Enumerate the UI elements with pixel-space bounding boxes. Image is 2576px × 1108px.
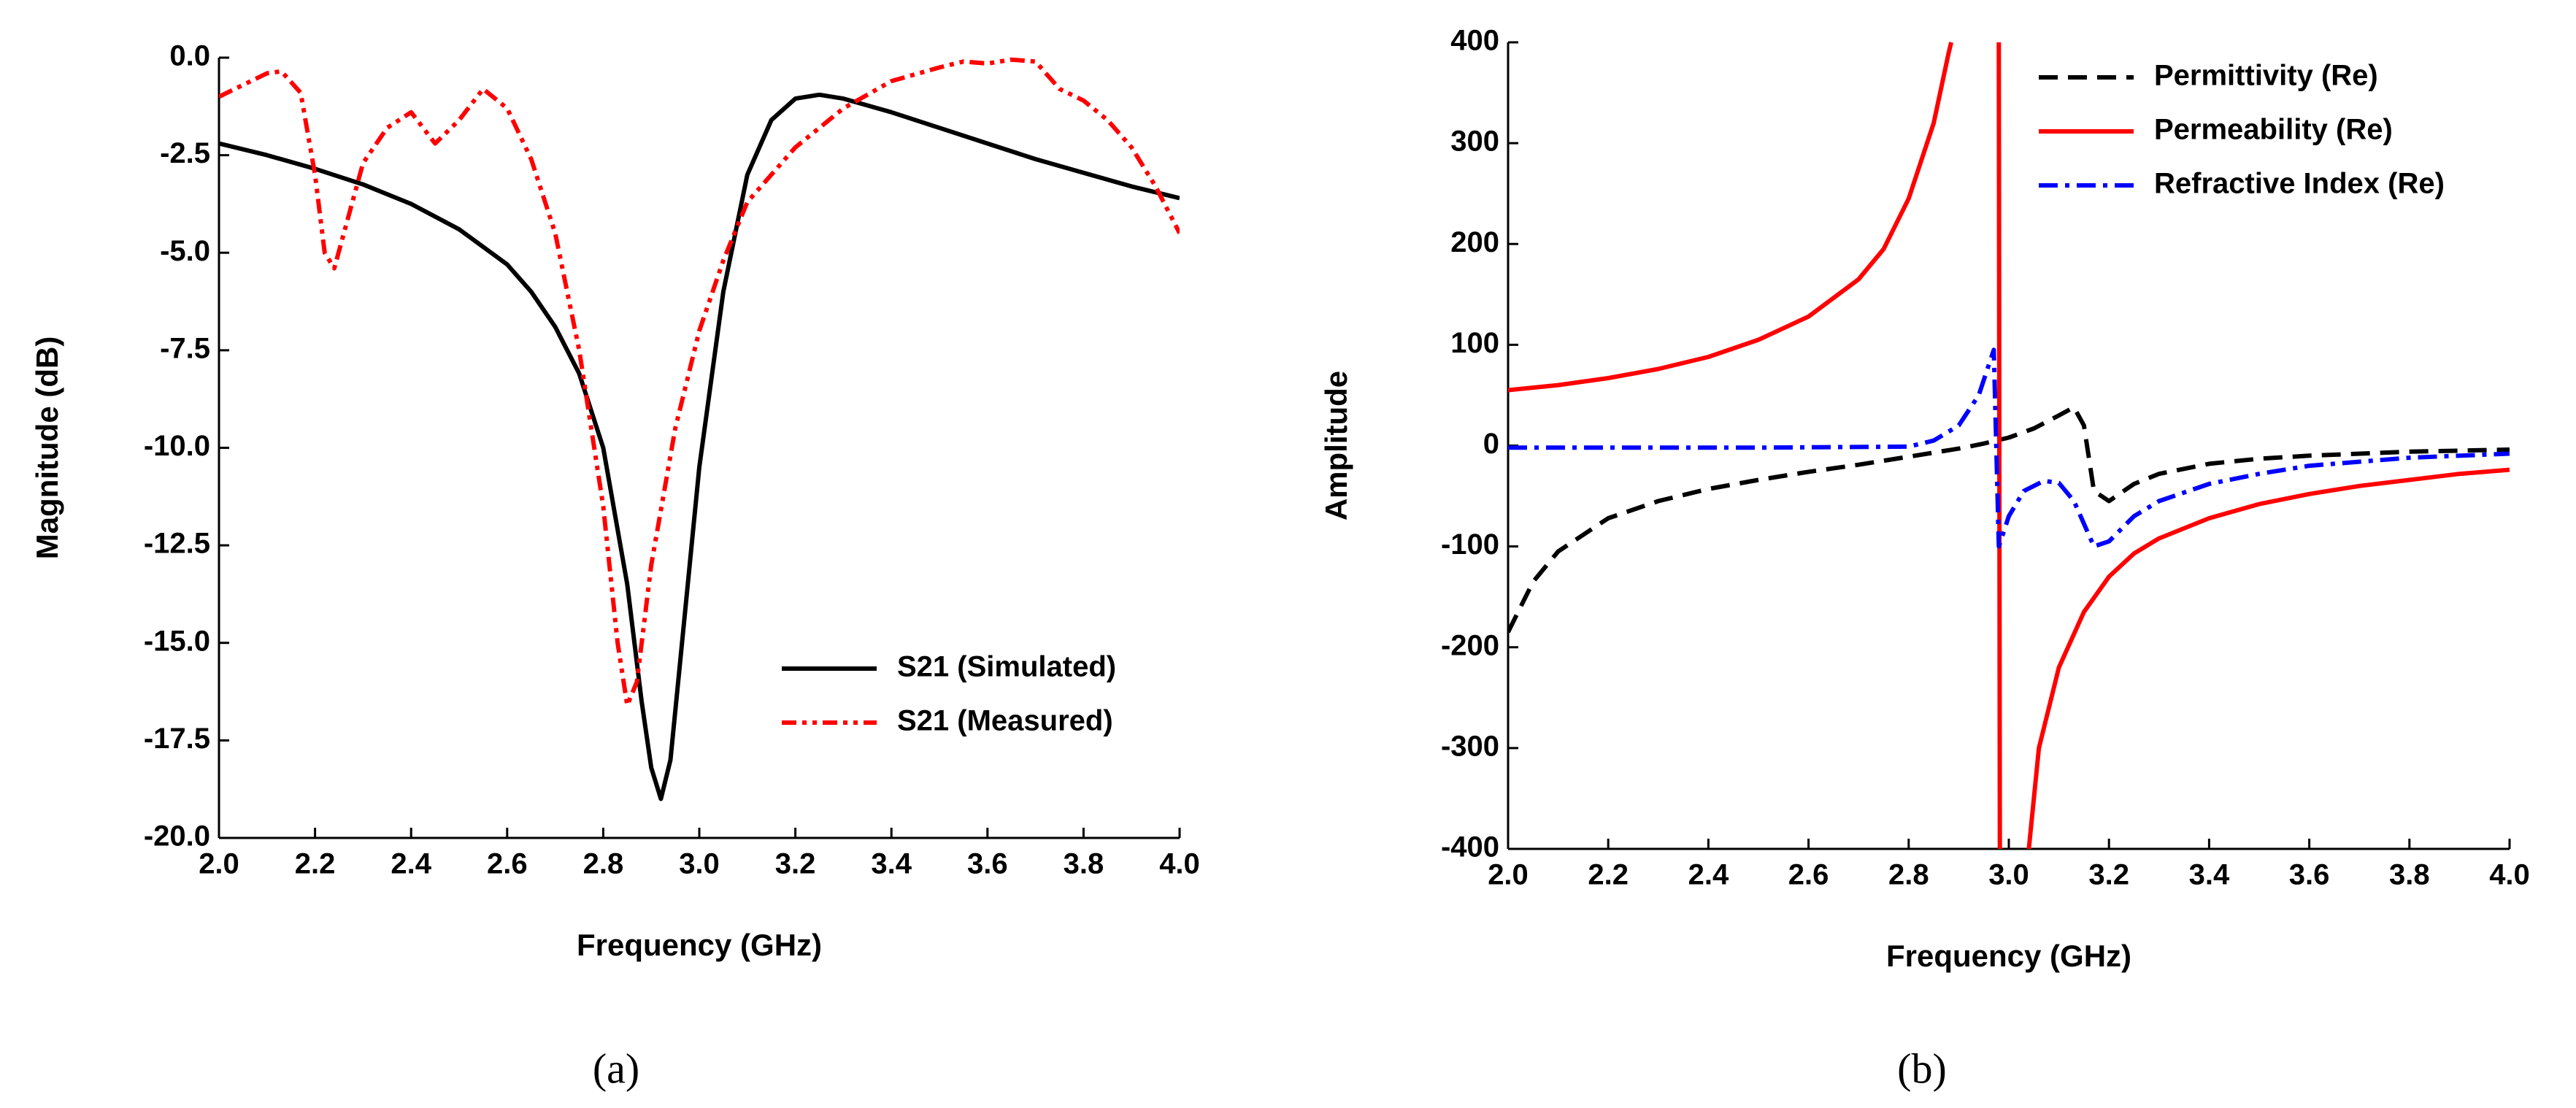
- y-axis-label: Magnitude (dB): [30, 336, 64, 560]
- x-tick-label: 3.0: [1988, 859, 2029, 891]
- series-line: [1508, 347, 2510, 549]
- y-tick-label: 0.0: [169, 40, 210, 72]
- x-tick-label: 3.6: [2289, 859, 2330, 891]
- y-tick-label: 100: [1450, 327, 1499, 359]
- legend-label: S21 (Simulated): [897, 651, 1116, 683]
- x-tick-label: 2.4: [391, 848, 431, 880]
- x-tick-label: 3.6: [967, 848, 1008, 880]
- y-tick-label: -15.0: [144, 625, 210, 657]
- x-tick-label: 2.0: [199, 848, 239, 880]
- x-axis-label: Frequency (GHz): [577, 928, 822, 962]
- y-tick-label: 0: [1483, 428, 1499, 460]
- x-tick-label: 3.4: [2189, 859, 2230, 891]
- x-tick-label: 3.4: [871, 848, 912, 880]
- x-tick-label: 2.8: [583, 848, 624, 880]
- x-tick-label: 3.2: [775, 848, 816, 880]
- x-tick-label: 2.6: [487, 848, 528, 880]
- legend-label: S21 (Measured): [897, 705, 1113, 737]
- x-tick-label: 2.2: [1588, 859, 1629, 891]
- y-tick-label: -400: [1441, 831, 1499, 863]
- x-tick-label: 2.8: [1888, 859, 1929, 891]
- series-line: [219, 92, 1180, 801]
- series-line: [1508, 42, 2510, 850]
- x-tick-label: 2.0: [1488, 859, 1529, 891]
- caption: (a): [593, 1044, 639, 1092]
- y-tick-label: -100: [1441, 528, 1499, 561]
- y-tick-label: -300: [1441, 730, 1499, 762]
- x-tick-label: 4.0: [1159, 848, 1200, 880]
- y-tick-label: -10.0: [144, 430, 210, 462]
- y-tick-label: -20.0: [144, 820, 210, 853]
- series-line: [219, 57, 1180, 708]
- chart-panel: 0.0 -2.5 -5.0 -7.5 -10.0 -12.5 -15.0 -17.5 -20.0…: [30, 40, 1200, 1093]
- y-axis-label: Amplitude: [1319, 371, 1353, 520]
- x-tick-label: 2.2: [295, 848, 336, 880]
- caption: (b): [1897, 1044, 1947, 1092]
- y-tick-label: -5.0: [160, 235, 210, 267]
- legend-label: Permittivity (Re): [2154, 60, 2378, 92]
- y-tick-label: -12.5: [144, 528, 210, 560]
- x-axis-label: Frequency (GHz): [1886, 939, 2131, 973]
- y-tick-label: 200: [1450, 226, 1499, 258]
- x-tick-label: 3.8: [1064, 848, 1104, 880]
- x-tick-label: 3.2: [2088, 859, 2129, 891]
- legend-label: Permeability (Re): [2154, 114, 2393, 146]
- y-tick-label: -200: [1441, 629, 1499, 661]
- y-tick-label: 300: [1450, 126, 1499, 158]
- x-tick-label: 2.4: [1688, 859, 1729, 891]
- x-tick-label: 3.8: [2389, 859, 2430, 891]
- x-tick-label: 2.6: [1788, 859, 1829, 891]
- x-tick-label: 4.0: [2489, 859, 2530, 891]
- y-tick-label: -2.5: [160, 137, 210, 169]
- series-line: [1508, 405, 2510, 634]
- legend-label: Refractive Index (Re): [2154, 168, 2445, 200]
- y-tick-label: 400: [1450, 25, 1499, 57]
- x-tick-label: 3.0: [679, 848, 720, 880]
- chart-panel: -400 -300 -200 -100 0 100 200 300 400 2.0 2.2 2.4 2.…: [1319, 25, 2530, 1093]
- y-tick-label: -7.5: [160, 332, 210, 364]
- y-tick-label: -17.5: [144, 723, 210, 755]
